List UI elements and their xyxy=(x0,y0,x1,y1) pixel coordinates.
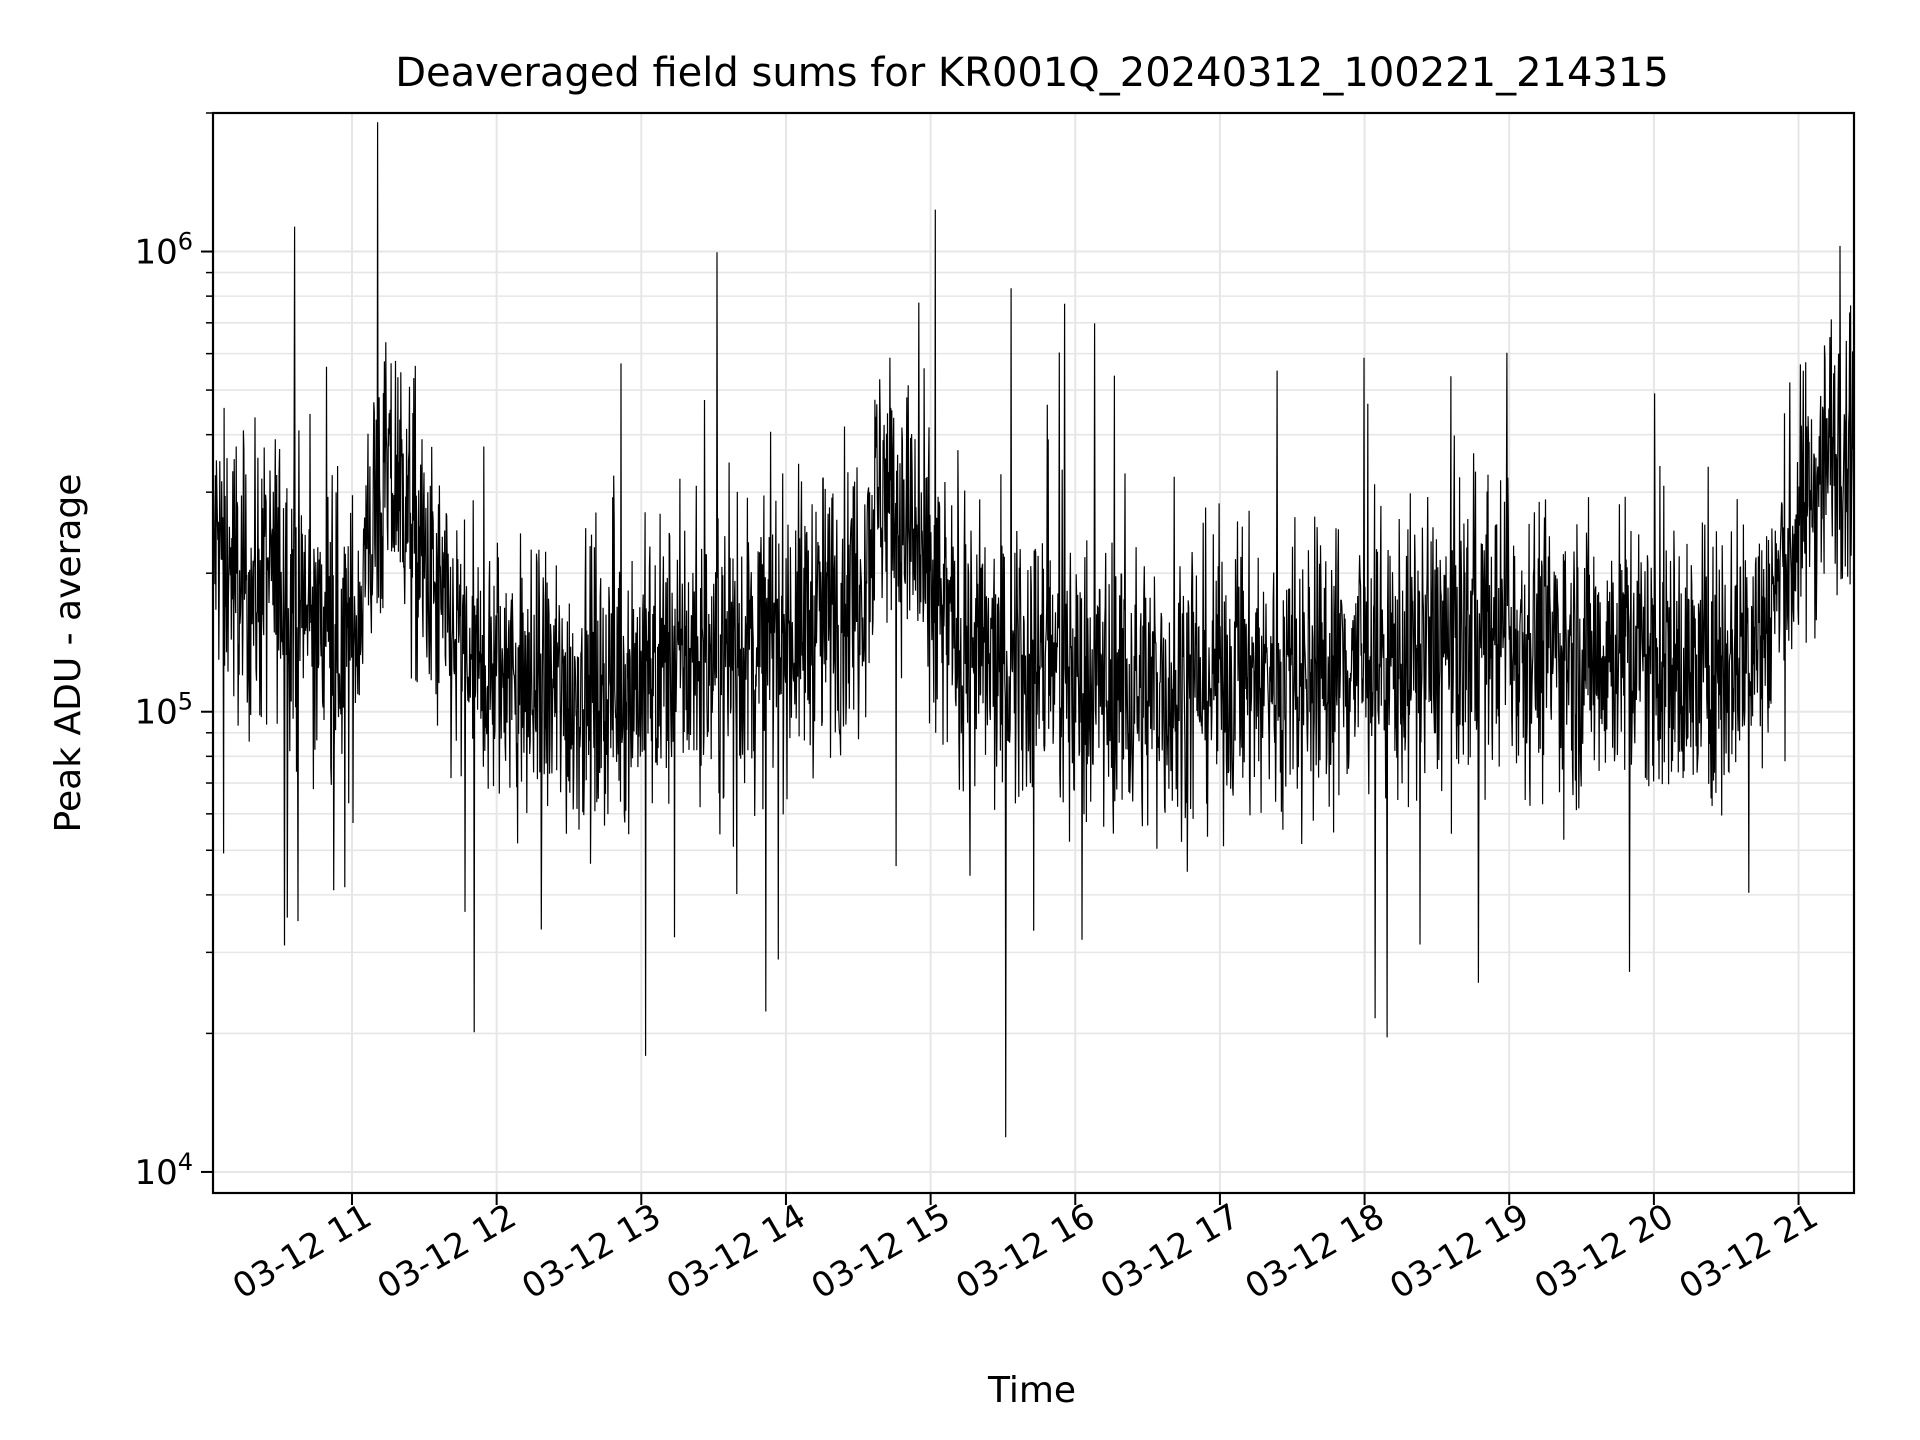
y-tick-label: 104 xyxy=(134,1148,193,1193)
x-axis-label: Time xyxy=(987,1370,1076,1411)
y-axis: 104 105 106 xyxy=(134,112,213,1193)
series-line xyxy=(213,122,1854,1138)
y-tick-label: 106 xyxy=(134,228,193,273)
series-layer xyxy=(213,122,1854,1138)
y-tick-label: 105 xyxy=(134,688,193,733)
chart-title: Deaveraged field sums for KR001Q_2024031… xyxy=(395,50,1669,96)
y-axis-label: Peak ADU - average xyxy=(48,474,89,833)
plot-frame xyxy=(211,111,1856,1195)
